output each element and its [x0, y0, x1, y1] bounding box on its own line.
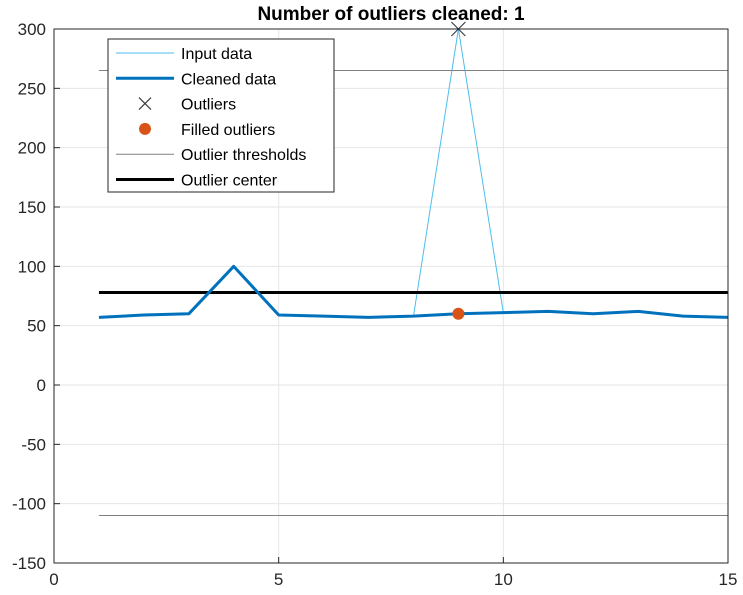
- legend-label: Outlier center: [181, 173, 278, 190]
- legend-item: Outlier thresholds: [116, 147, 306, 164]
- legend-label: Input data: [181, 46, 252, 63]
- y-tick-label: -100: [12, 495, 46, 514]
- legend-swatch: [138, 97, 152, 111]
- y-tick-label: 100: [18, 257, 46, 276]
- legend-item: Filled outliers: [139, 122, 275, 139]
- series-layer: [98, 21, 729, 517]
- legend-label: Outlier thresholds: [181, 147, 306, 164]
- x-tick-label: 5: [274, 570, 283, 589]
- chart-title: Number of outliers cleaned: 1: [257, 4, 525, 25]
- ticks: 0 5 10 15 -150 -100 -50 0 50 100 150 200 250 300: [12, 20, 737, 589]
- legend-label: Filled outliers: [181, 122, 275, 139]
- legend-label: Outliers: [181, 97, 236, 114]
- x-tick-label: 15: [719, 570, 738, 589]
- y-tick-label: 250: [18, 79, 46, 98]
- legend-item: Cleaned data: [116, 71, 276, 88]
- legend-item: Input data: [116, 46, 252, 63]
- y-tick-label: 50: [27, 317, 46, 336]
- legend-label: Cleaned data: [181, 71, 276, 88]
- cleaned-data-line: [98, 264, 729, 319]
- legend-item: Outlier center: [116, 173, 278, 190]
- y-tick-label: 0: [37, 376, 46, 395]
- y-tick-label: -150: [12, 554, 46, 573]
- x-tick-label: 0: [49, 570, 58, 589]
- x-tick-label: 10: [494, 570, 513, 589]
- y-tick-label: 200: [18, 139, 46, 158]
- y-tick-label: 300: [18, 20, 46, 39]
- plot-frame: [53, 28, 729, 564]
- legend-item: Outliers: [138, 97, 236, 114]
- legend-swatch: [139, 122, 151, 135]
- legend-box: [107, 38, 335, 193]
- filled-outlier-point: [452, 307, 465, 320]
- legend: Input data Cleaned data Outliers Filled out…: [107, 38, 335, 193]
- y-tick-label: -50: [21, 435, 46, 454]
- y-tick-label: 150: [18, 198, 46, 217]
